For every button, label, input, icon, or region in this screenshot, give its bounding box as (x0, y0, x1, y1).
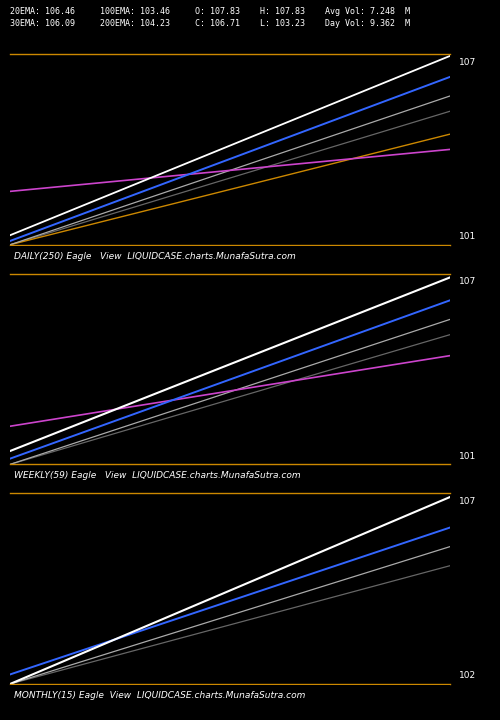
Text: 107: 107 (459, 497, 476, 506)
Text: WEEKLY(59) Eagle   View  LIQUIDCASE.charts.MunafaSutra.com: WEEKLY(59) Eagle View LIQUIDCASE.charts.… (14, 472, 301, 480)
Text: 107: 107 (459, 58, 476, 67)
Text: 101: 101 (459, 451, 476, 461)
Text: 30EMA: 106.09     200EMA: 104.23     C: 106.71    L: 103.23    Day Vol: 9.362  M: 30EMA: 106.09 200EMA: 104.23 C: 106.71 L… (10, 19, 410, 29)
Text: 102: 102 (459, 671, 476, 680)
Text: 101: 101 (459, 232, 476, 241)
Text: 20EMA: 106.46     100EMA: 103.46     O: 107.83    H: 107.83    Avg Vol: 7.248  M: 20EMA: 106.46 100EMA: 103.46 O: 107.83 H… (10, 7, 410, 17)
Text: MONTHLY(15) Eagle  View  LIQUIDCASE.charts.MunafaSutra.com: MONTHLY(15) Eagle View LIQUIDCASE.charts… (14, 691, 306, 700)
Text: DAILY(250) Eagle   View  LIQUIDCASE.charts.MunafaSutra.com: DAILY(250) Eagle View LIQUIDCASE.charts.… (14, 252, 296, 261)
Text: 107: 107 (459, 277, 476, 287)
